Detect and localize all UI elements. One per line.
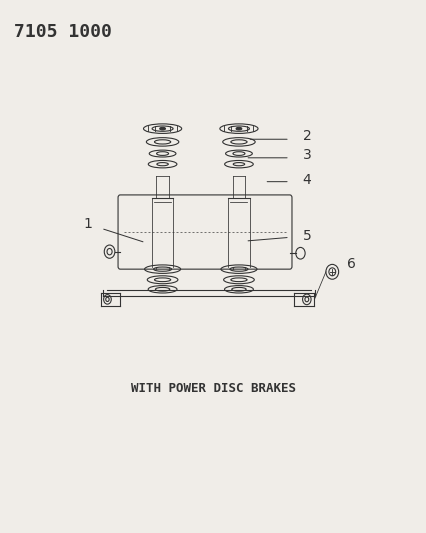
Text: 4: 4 [302, 173, 311, 187]
Text: 2: 2 [302, 129, 311, 143]
Text: 3: 3 [302, 148, 311, 162]
Ellipse shape [236, 127, 241, 130]
Text: 6: 6 [346, 257, 355, 271]
Ellipse shape [159, 127, 165, 130]
Text: 5: 5 [302, 229, 311, 243]
Text: WITH POWER DISC BRAKES: WITH POWER DISC BRAKES [131, 382, 295, 395]
Text: 1: 1 [83, 217, 92, 231]
Text: 7105 1000: 7105 1000 [14, 22, 112, 41]
